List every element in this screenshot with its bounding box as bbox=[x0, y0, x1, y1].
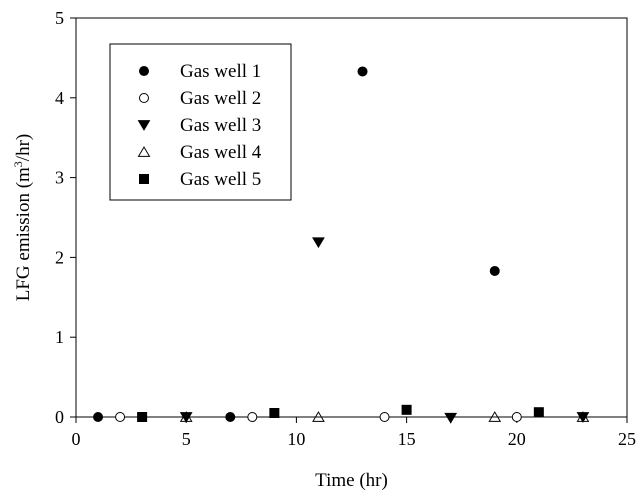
tick-labels: 0 5 10 15 20 25 0 1 2 3 4 5 bbox=[55, 8, 636, 449]
data-point bbox=[179, 411, 193, 422]
data-point bbox=[357, 66, 368, 77]
legend-label: Gas well 5 bbox=[180, 169, 261, 190]
legend-marker bbox=[139, 66, 149, 76]
y-axis-title: LFG emission (m3/hr) bbox=[11, 134, 34, 302]
data-point bbox=[444, 412, 458, 424]
data-point bbox=[115, 412, 126, 422]
data-point bbox=[247, 412, 258, 422]
legend-label: Gas well 4 bbox=[180, 142, 262, 163]
legend-marker bbox=[139, 174, 149, 184]
x-tick-label: 0 bbox=[72, 429, 81, 449]
x-axis-title: Time (hr) bbox=[315, 470, 388, 491]
data-point bbox=[401, 404, 412, 415]
data-point bbox=[511, 412, 522, 422]
legend-label: Gas well 1 bbox=[180, 61, 261, 82]
data-point bbox=[488, 411, 502, 422]
y-axis-title-superscript: 3 bbox=[11, 161, 25, 167]
y-tick-label: 0 bbox=[55, 407, 64, 427]
x-tick-label: 10 bbox=[287, 429, 305, 449]
data-point bbox=[312, 237, 325, 249]
y-tick-label: 2 bbox=[55, 247, 64, 267]
series-1 bbox=[93, 66, 500, 422]
legend-marker bbox=[137, 146, 151, 157]
series-2 bbox=[115, 412, 522, 422]
y-tick-label: 5 bbox=[55, 8, 64, 28]
x-tick-label: 5 bbox=[182, 429, 191, 449]
data-point bbox=[93, 412, 104, 422]
series-5 bbox=[137, 404, 544, 422]
y-tick-label: 4 bbox=[55, 88, 64, 108]
y-axis-title-main: LFG emission (m bbox=[13, 167, 34, 301]
y-tick-label: 1 bbox=[55, 327, 64, 347]
y-axis-title-tail: /hr) bbox=[13, 134, 34, 161]
legend-label: Gas well 2 bbox=[180, 88, 261, 109]
x-tick-label: 25 bbox=[618, 429, 636, 449]
data-point bbox=[533, 407, 544, 418]
y-tick-label: 3 bbox=[55, 168, 64, 188]
data-point bbox=[137, 412, 148, 422]
legend-label: Gas well 3 bbox=[180, 115, 261, 136]
data-point bbox=[489, 265, 500, 276]
legend-marker bbox=[139, 93, 149, 103]
axes bbox=[75, 17, 628, 418]
series-4 bbox=[179, 411, 590, 422]
data-point bbox=[225, 412, 236, 422]
data-points bbox=[93, 66, 590, 424]
plot-frame bbox=[75, 17, 628, 418]
x-tick-label: 15 bbox=[398, 429, 416, 449]
data-point bbox=[576, 411, 590, 422]
legend: Gas well 1 Gas well 2 Gas well 3 Gas well 4… bbox=[109, 43, 292, 201]
data-point bbox=[269, 408, 280, 419]
legend-marker bbox=[137, 120, 151, 131]
data-point bbox=[379, 412, 390, 422]
x-tick-label: 20 bbox=[508, 429, 526, 449]
series-3 bbox=[179, 237, 590, 424]
data-point bbox=[312, 411, 325, 422]
